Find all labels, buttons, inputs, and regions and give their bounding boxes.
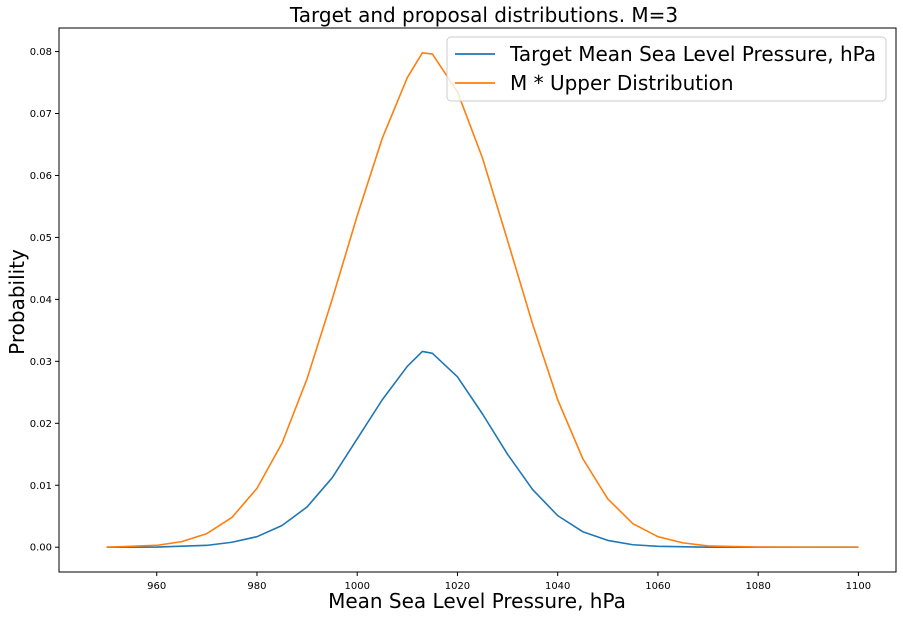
y-tick-label: 0.06: [30, 171, 52, 182]
y-tick-label: 0.08: [30, 47, 52, 58]
x-tick-label: 1020: [445, 581, 470, 592]
x-axis-title: Mean Sea Level Pressure, hPa: [328, 589, 626, 613]
legend-label-target: Target Mean Sea Level Pressure, hPa: [509, 42, 876, 66]
series-layer: [106, 51, 859, 549]
y-tick-label: 0.07: [30, 109, 52, 120]
y-tick-label: 0.04: [30, 295, 52, 306]
legend-box: [446, 36, 887, 102]
y-tick-label: 0.05: [30, 233, 52, 244]
y-axis-title: Probability: [5, 249, 29, 355]
y-tick-label: 0.03: [30, 357, 52, 368]
y-axis: 0.00 0.01 0.02 0.03 0.04 0.05 0.06 0.07 0.08: [30, 47, 59, 554]
legend: Target Mean Sea Level Pressure, hPa M * …: [446, 36, 887, 102]
x-tick-label: 1040: [545, 581, 570, 592]
plot-area: 960 980 1000 1020 1040 1060 1080 1100 0.000.010…: [30, 27, 897, 592]
y-tick-label: 0.02: [30, 419, 52, 430]
x-tick-label: 1060: [645, 581, 670, 592]
x-tick-label: 960: [147, 581, 166, 592]
legend-label-upper: M * Upper Distribution: [510, 71, 734, 95]
x-tick-label: 1100: [846, 581, 871, 592]
x-tick-label: 1080: [745, 581, 770, 592]
y-tick-label: 0.01: [30, 481, 52, 492]
series-line-target: [106, 350, 859, 549]
axes-frame: [58, 27, 897, 573]
x-tick-label: 1000: [344, 581, 369, 592]
x-axis: 960 980 1000 1020 1040 1060 1080 1100: [147, 572, 871, 592]
y-tick-label: 0.00: [30, 543, 52, 554]
chart-title: Target and proposal distributions. M=3: [289, 3, 678, 27]
series-line-upper: [106, 51, 859, 549]
x-tick-label: 980: [247, 581, 266, 592]
